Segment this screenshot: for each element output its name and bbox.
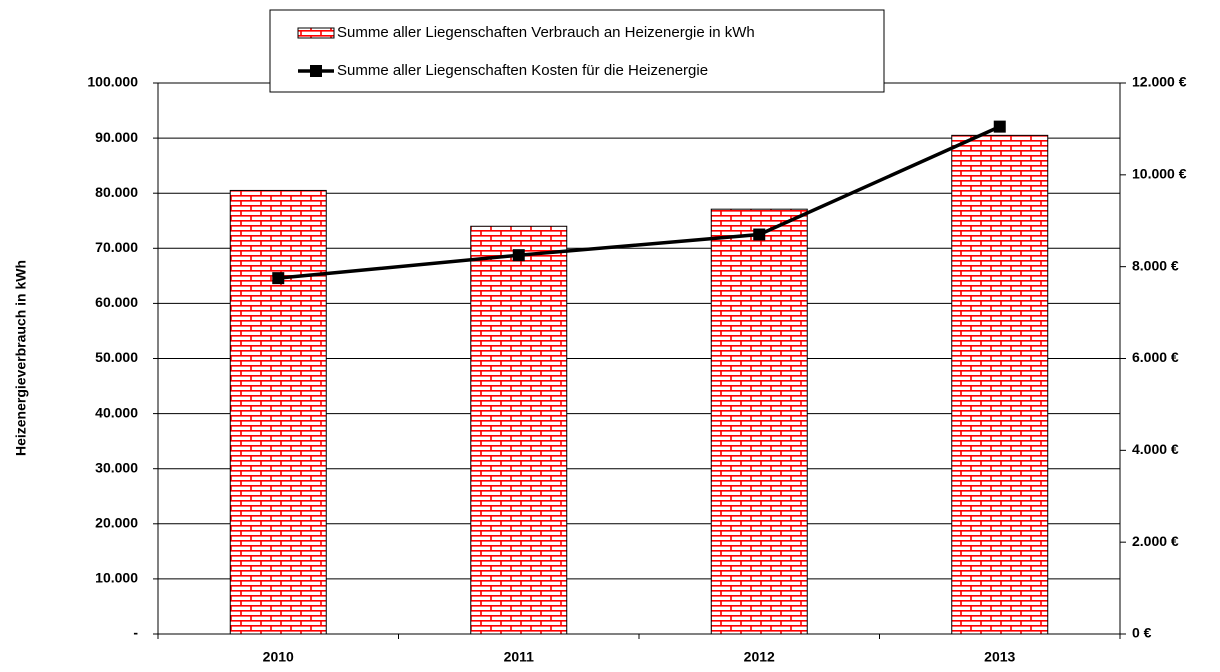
y-tick-label: - — [133, 625, 138, 641]
x-tick-label: 2012 — [744, 649, 775, 665]
y-tick-label: 70.000 — [95, 239, 138, 255]
legend-marker — [310, 65, 322, 77]
line — [278, 125, 1001, 280]
legend-box — [269, 9, 885, 93]
y-tick-label: 10.000 — [95, 570, 138, 586]
y-tick-label: 30.000 — [95, 459, 138, 475]
line-marker — [512, 249, 525, 262]
x-tick-label: 2013 — [984, 649, 1015, 665]
x-tick-label: 2011 — [504, 649, 535, 665]
legend-label: Summe aller Liegenschaften Verbrauch an … — [337, 24, 755, 41]
line-marker — [272, 272, 285, 285]
y-tick-label: 90.000 — [95, 129, 138, 145]
y-tick-label: 50.000 — [95, 349, 138, 365]
y2-tick-label: 8.000 € — [1132, 257, 1179, 273]
y-axis-label: Heizenergieverbrauch in kWh — [13, 260, 29, 456]
y-tick-label: 20.000 — [95, 515, 138, 531]
y2-tick-label: 10.000 € — [1132, 166, 1187, 182]
y2-tick-label: 6.000 € — [1132, 349, 1179, 365]
y2-tick-label: 0 € — [1132, 625, 1152, 641]
bar — [951, 134, 1049, 635]
y2-tick-label: 4.000 € — [1132, 441, 1179, 457]
x-tick-label: 2010 — [263, 649, 294, 665]
line-marker — [753, 228, 766, 241]
bar — [229, 189, 327, 635]
y-tick-label: 60.000 — [95, 294, 138, 310]
y-tick-label: 80.000 — [95, 184, 138, 200]
line-marker — [993, 120, 1006, 133]
y-tick-label: 40.000 — [95, 404, 138, 420]
bar — [710, 208, 808, 635]
y2-tick-label: 12.000 € — [1132, 74, 1187, 90]
y-tick-label: 100.000 — [87, 74, 138, 90]
y2-tick-label: 2.000 € — [1132, 533, 1179, 549]
bar — [470, 225, 568, 635]
legend-swatch — [297, 27, 335, 39]
legend-label: Summe aller Liegenschaften Kosten für di… — [337, 62, 708, 79]
